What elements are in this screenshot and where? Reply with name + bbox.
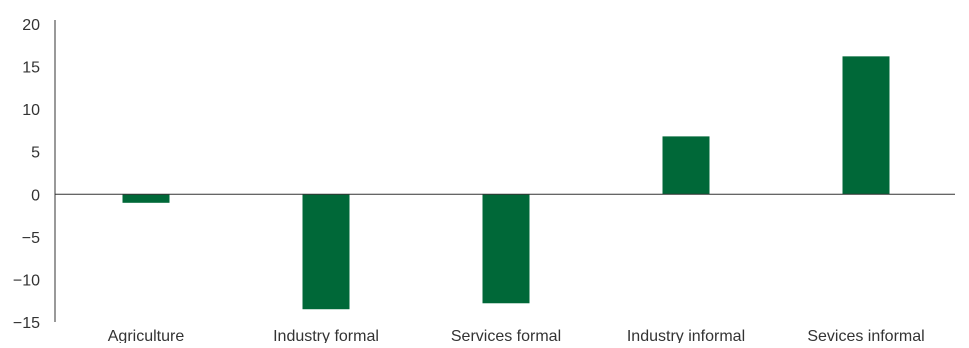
y-tick-label: 20	[22, 17, 40, 34]
bar-agriculture	[122, 194, 170, 203]
bar-industry-informal	[662, 136, 710, 195]
y-tick-label: 0	[31, 187, 40, 204]
x-category-label: Industry informal	[627, 328, 745, 343]
y-tick-label: 10	[22, 102, 40, 119]
x-category-label: Agriculture	[108, 328, 185, 343]
y-tick-label: −10	[13, 272, 40, 289]
y-tick-label: 15	[22, 60, 40, 77]
bar-sevices-informal	[842, 56, 890, 195]
y-tick-label: −5	[22, 230, 40, 247]
x-category-label: Services formal	[451, 328, 561, 343]
bar-services-formal	[482, 194, 530, 304]
bar-industry-formal	[302, 194, 350, 310]
x-category-label: Industry formal	[273, 328, 379, 343]
bars	[55, 56, 955, 310]
y-axis: 20 15 10 5 0 −5 −10 −15	[13, 17, 56, 332]
y-tick-label: −15	[13, 315, 40, 332]
y-tick-label: 5	[31, 145, 40, 162]
x-axis-labels: Agriculture Industry formal Services forma…	[108, 328, 925, 345]
x-category-label: Sevices informal	[807, 328, 924, 343]
